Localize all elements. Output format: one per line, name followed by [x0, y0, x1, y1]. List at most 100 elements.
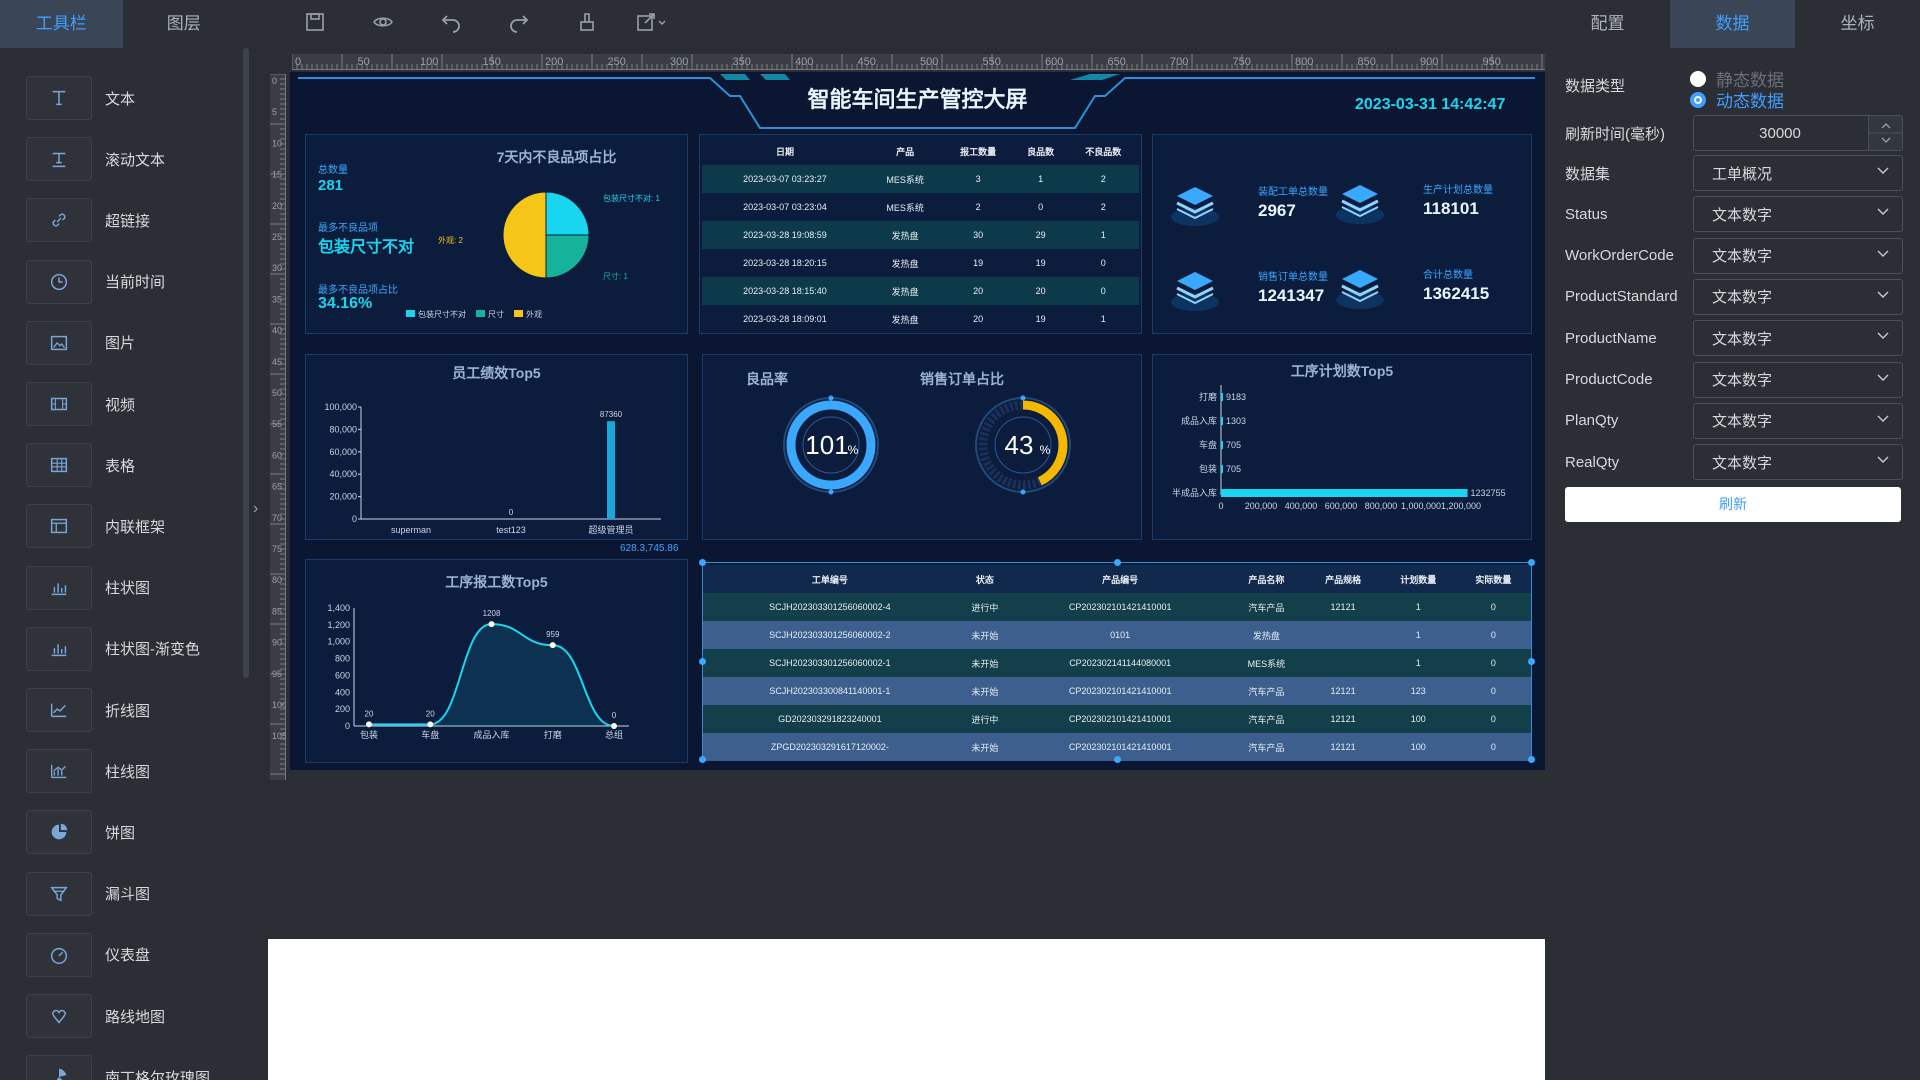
- image-icon: [50, 335, 68, 350]
- radio-circle[interactable]: [1690, 70, 1706, 87]
- tool-pie-chart[interactable]: 饼图: [26, 810, 226, 855]
- tool-icon-box[interactable]: [26, 137, 92, 182]
- refresh-interval-input[interactable]: 30000: [1693, 115, 1903, 151]
- tool-icon-box[interactable]: [26, 320, 92, 365]
- workorder-table-panel[interactable]: 工单编号 状态 产品编号 产品名称 产品规格 计划数量 实际数量 SCJH2023033012…: [699, 559, 1535, 763]
- tool-icon-box[interactable]: [26, 688, 92, 732]
- tab-data[interactable]: 数据: [1670, 0, 1795, 48]
- radio-dynamic[interactable]: 动态数据: [1690, 87, 1784, 112]
- field-label: ProductStandard: [1565, 288, 1678, 306]
- field-select-value: 文本数字: [1712, 454, 1773, 472]
- tool-rose-chart[interactable]: 南丁格尔玫瑰图: [26, 1055, 226, 1080]
- table-row[interactable]: 2023-03-28 18:15:40 发热盘 20 20 0: [702, 277, 1139, 305]
- tool-link[interactable]: 超链接: [26, 198, 226, 243]
- radio-circle-checked[interactable]: [1690, 91, 1706, 108]
- tool-icon-box[interactable]: [26, 871, 92, 916]
- table-row[interactable]: SCJH202303301256060002-1 未开始 CP20230214114…: [703, 649, 1531, 677]
- tool-icon-box[interactable]: [26, 259, 92, 304]
- x-tick-label: 成品入库: [473, 729, 509, 740]
- tool-scroll-text[interactable]: 滚动文本: [26, 137, 226, 182]
- tool-image[interactable]: 图片: [26, 320, 226, 365]
- table-row[interactable]: 2023-03-07 03:23:04 MES系统 2 0 2: [702, 193, 1139, 221]
- field-select[interactable]: 工单概况: [1693, 155, 1903, 191]
- tool-iframe[interactable]: 内联框架: [26, 504, 226, 549]
- sidebar-scrollbar[interactable]: [243, 48, 249, 678]
- redo-icon[interactable]: [507, 10, 531, 34]
- resize-handle[interactable]: [1114, 559, 1121, 566]
- export-icon[interactable]: [635, 10, 669, 34]
- stepper-arrows-icon[interactable]: [1869, 116, 1903, 150]
- tool-label: 漏斗图: [105, 886, 151, 904]
- funnel-icon: [50, 886, 68, 902]
- tool-icon-box[interactable]: [26, 1055, 92, 1080]
- tab-coordinates[interactable]: 坐标: [1840, 14, 1875, 33]
- tool-funnel[interactable]: 漏斗图: [26, 871, 226, 916]
- legend-item: 包装尺寸不对: [406, 309, 466, 320]
- table-row[interactable]: 2023-03-28 18:20:15 发热盘 19 19 0: [702, 249, 1139, 277]
- chevron-down-icon: [1877, 250, 1889, 257]
- rose-chart-icon: [56, 1068, 67, 1080]
- ruler-tick-label: 60: [272, 450, 282, 460]
- bar: [1221, 441, 1223, 449]
- tool-icon-box[interactable]: [26, 443, 92, 488]
- tab-toolbar[interactable]: 工具栏: [0, 0, 123, 48]
- tool-bar-chart[interactable]: 柱状图: [26, 565, 226, 610]
- ruler-tick-label: 75: [272, 544, 282, 554]
- table-row[interactable]: 2023-03-28 18:09:01 发热盘 20 19 1: [702, 305, 1139, 333]
- tool-gauge[interactable]: 仪表盘: [26, 932, 226, 977]
- tool-icon-box[interactable]: [26, 810, 92, 855]
- preview-icon[interactable]: [371, 10, 395, 34]
- ruler-tick-label: 90: [272, 638, 282, 648]
- field-select[interactable]: 文本数字: [1693, 402, 1903, 439]
- field-row: ProductCode 文本数字: [1565, 361, 1915, 398]
- number-stepper[interactable]: [1868, 116, 1903, 150]
- table-row[interactable]: SCJH202303301256060002-2 未开始 0101 发热盘 1 0: [703, 621, 1531, 649]
- field-select[interactable]: 文本数字: [1693, 361, 1903, 398]
- field-select[interactable]: 文本数字: [1693, 196, 1903, 233]
- resize-handle[interactable]: [1528, 559, 1535, 566]
- table-row[interactable]: GD202303291823240001 进行中 CP202302101421410…: [703, 705, 1531, 733]
- table-row[interactable]: SCJH202303300841140001-1 未开始 CP20230210142…: [703, 677, 1531, 705]
- tool-video[interactable]: 视频: [26, 382, 226, 426]
- field-select[interactable]: 文本数字: [1693, 237, 1903, 274]
- clear-icon[interactable]: [575, 10, 599, 34]
- tool-icon-box[interactable]: [26, 994, 92, 1038]
- undo-icon[interactable]: [439, 10, 463, 34]
- resize-handle[interactable]: [1114, 756, 1121, 763]
- tool-icon-box[interactable]: [26, 932, 92, 977]
- tool-icon-box[interactable]: [26, 565, 92, 610]
- tool-route-map[interactable]: 路线地图: [26, 994, 226, 1038]
- resize-handle[interactable]: [699, 658, 706, 665]
- table-row[interactable]: SCJH202303301256060002-4 进行中 CP20230210142…: [703, 593, 1531, 621]
- tab-layers[interactable]: 图层: [166, 14, 201, 33]
- table-row[interactable]: 2023-03-28 19:08:59 发热盘 30 29 1: [702, 221, 1139, 249]
- tool-icon-box[interactable]: [26, 504, 92, 549]
- field-select[interactable]: 文本数字: [1693, 444, 1903, 481]
- tool-table[interactable]: 表格: [26, 443, 226, 488]
- field-select[interactable]: 文本数字: [1693, 320, 1903, 357]
- tool-gradient-bar-chart[interactable]: 柱状图-渐变色: [26, 626, 226, 671]
- resize-handle[interactable]: [699, 756, 706, 763]
- tool-icon-box[interactable]: [26, 76, 92, 120]
- radio-static[interactable]: 静态数据: [1690, 66, 1784, 91]
- tool-icon-box[interactable]: [26, 382, 92, 426]
- tool-clock[interactable]: 当前时间: [26, 259, 226, 304]
- tool-icon-box[interactable]: [26, 749, 92, 794]
- tab-config[interactable]: 配置: [1590, 14, 1625, 33]
- resize-handle[interactable]: [1528, 658, 1535, 665]
- tool-icon-box[interactable]: [26, 198, 92, 243]
- resize-handle[interactable]: [699, 559, 706, 566]
- resize-handle[interactable]: [1528, 756, 1535, 763]
- tool-icon-box[interactable]: [26, 626, 92, 671]
- refresh-button[interactable]: 刷新: [1565, 487, 1901, 522]
- dashboard-canvas[interactable]: 智能车间生产管控大屏 2023-03-31 14:42:47 7天内不良品项占比…: [290, 72, 1545, 770]
- tool-line-chart[interactable]: 折线图: [26, 688, 226, 732]
- tool-text[interactable]: 文本: [26, 76, 226, 120]
- x-tick-label: test123: [496, 525, 526, 535]
- collapse-chevron-icon[interactable]: ›: [253, 500, 259, 517]
- tool-bar-line-chart[interactable]: 柱线图: [26, 749, 226, 794]
- field-select[interactable]: 文本数字: [1693, 278, 1903, 315]
- save-icon[interactable]: [303, 10, 327, 34]
- table-row[interactable]: 2023-03-07 03:23:27 MES系统 3 1 2: [702, 165, 1139, 193]
- y-tick-label: 0: [352, 514, 357, 524]
